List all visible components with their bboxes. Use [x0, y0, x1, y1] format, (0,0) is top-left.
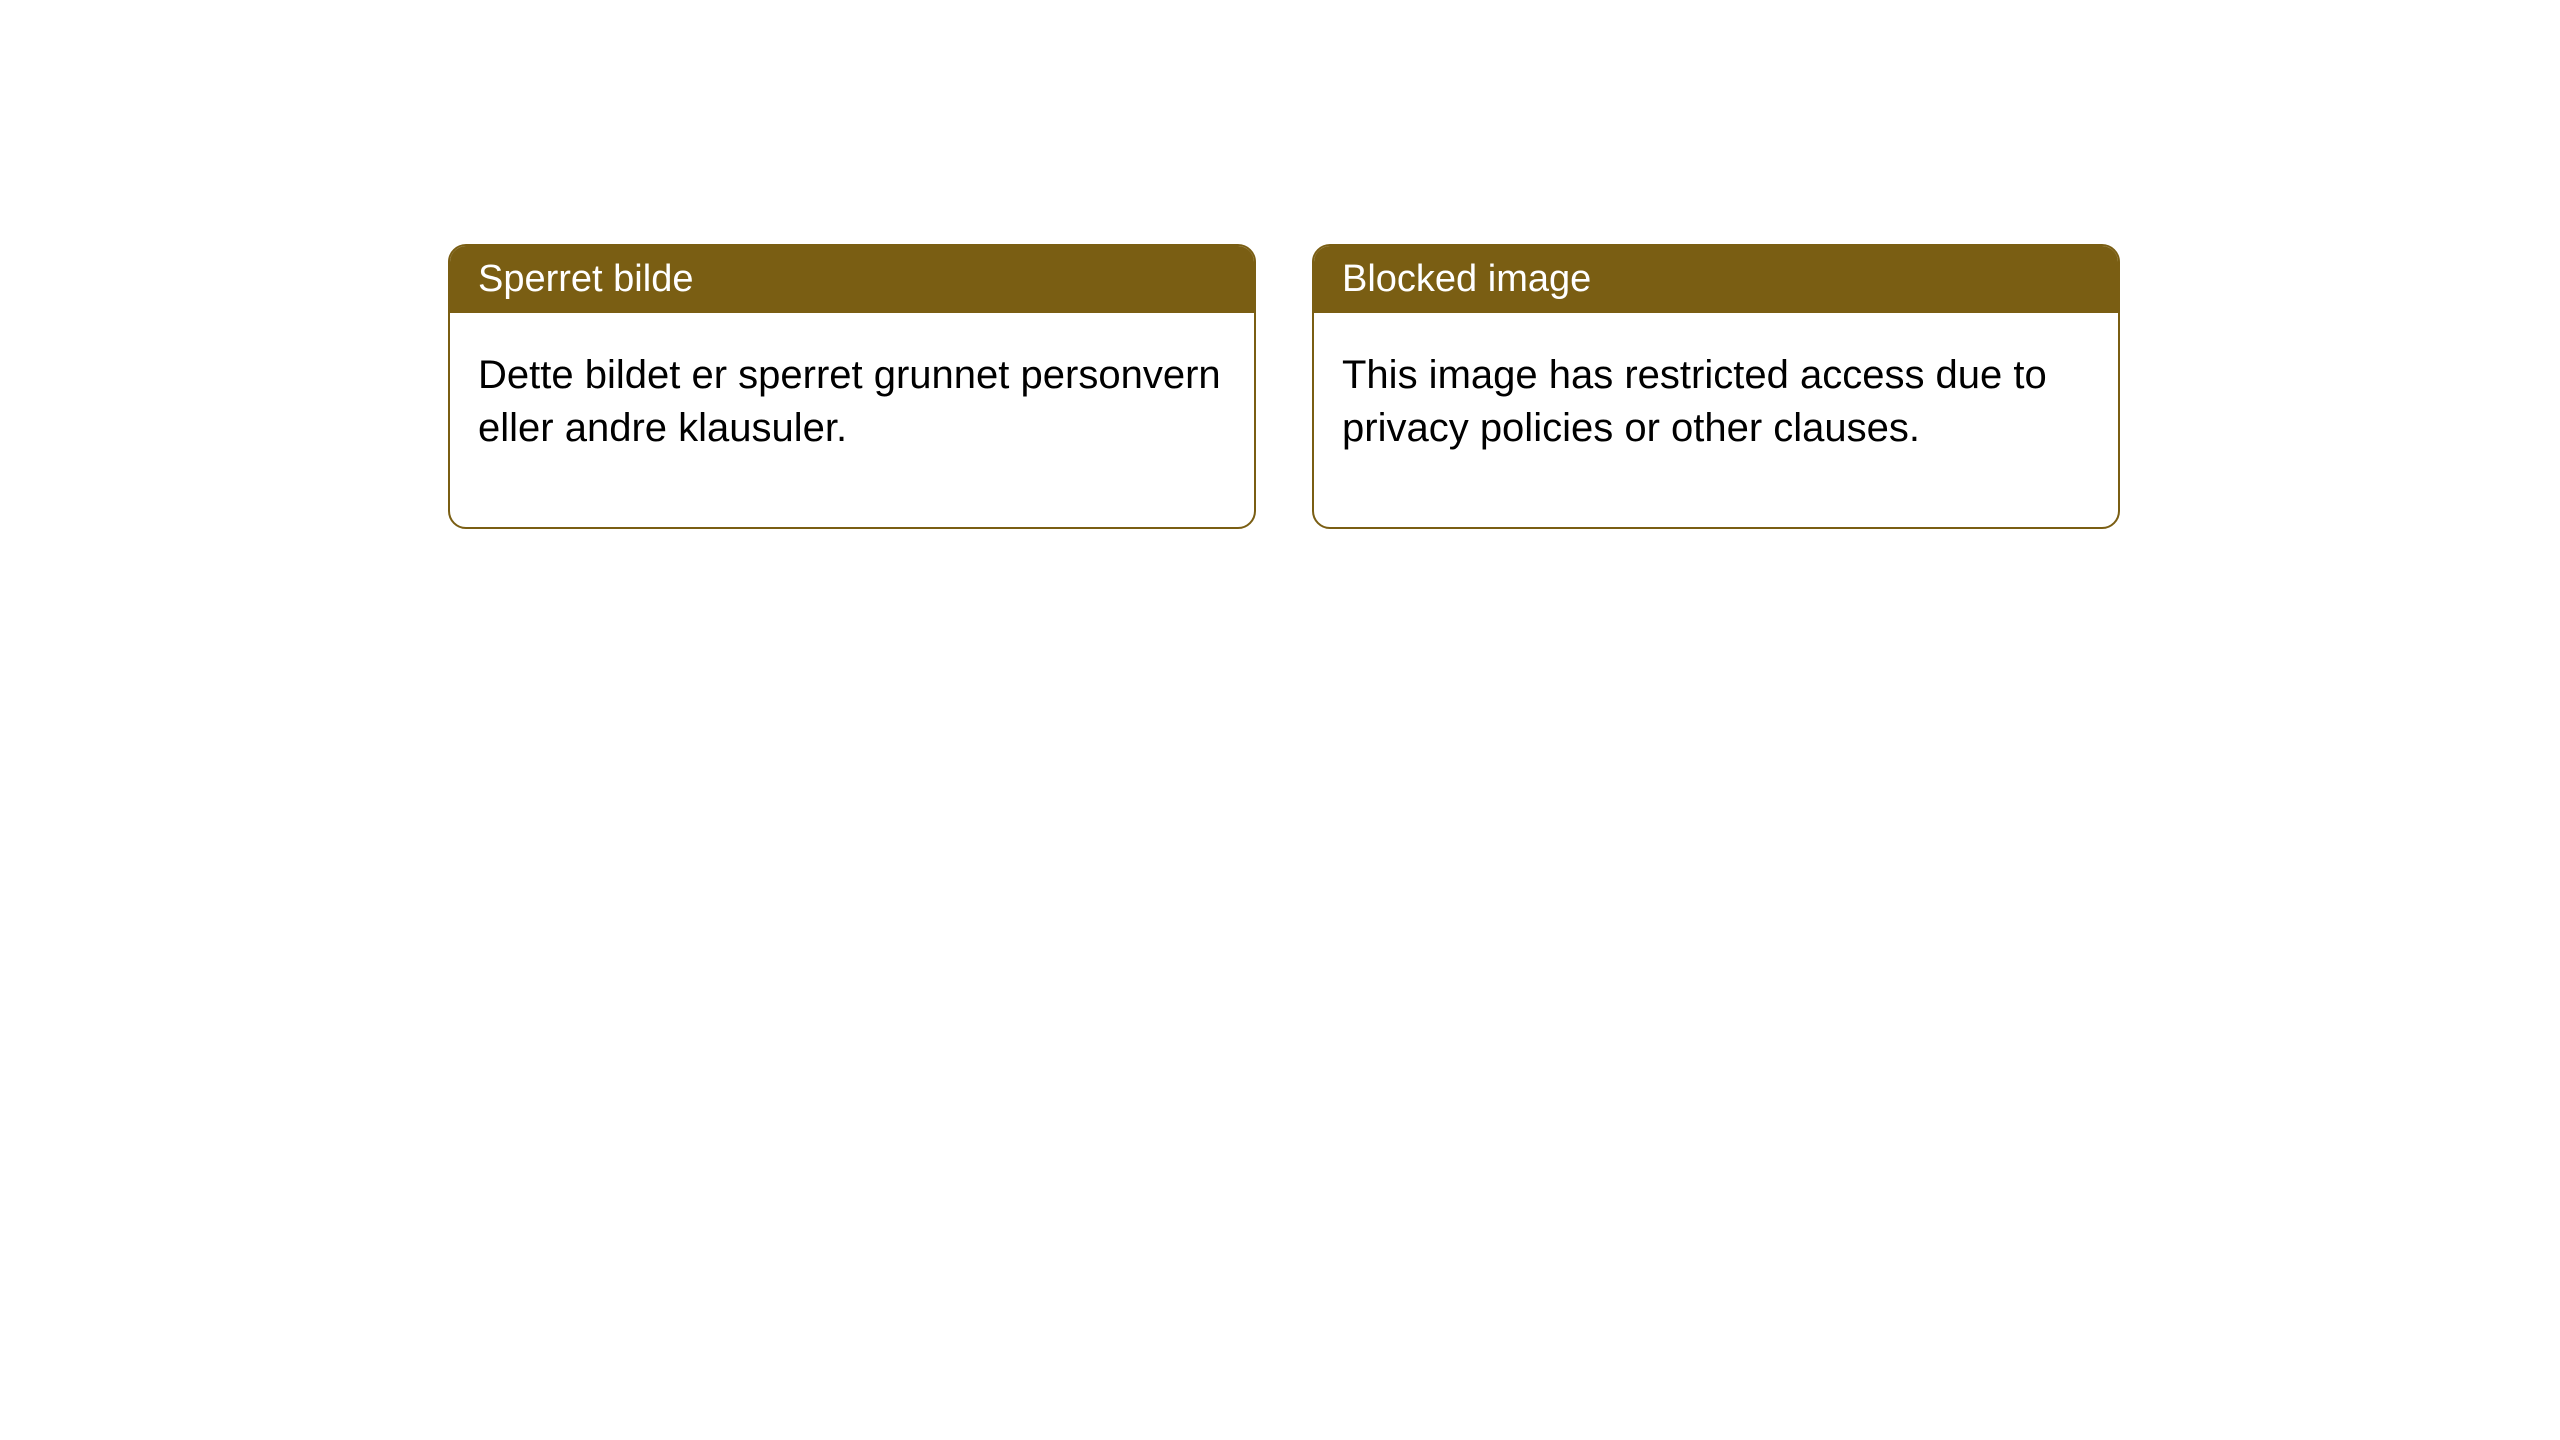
notice-card-body: Dette bildet er sperret grunnet personve… — [450, 313, 1254, 527]
notice-card-body: This image has restricted access due to … — [1314, 313, 2118, 527]
notice-card-header: Sperret bilde — [450, 246, 1254, 313]
notice-card-en: Blocked image This image has restricted … — [1312, 244, 2120, 529]
notice-card-title: Sperret bilde — [478, 258, 693, 300]
notice-card-body-text: Dette bildet er sperret grunnet personve… — [478, 353, 1221, 450]
notice-cards-container: Sperret bilde Dette bildet er sperret gr… — [0, 0, 2560, 529]
notice-card-body-text: This image has restricted access due to … — [1342, 353, 2047, 450]
notice-card-header: Blocked image — [1314, 246, 2118, 313]
notice-card-title: Blocked image — [1342, 258, 1591, 300]
notice-card-no: Sperret bilde Dette bildet er sperret gr… — [448, 244, 1256, 529]
